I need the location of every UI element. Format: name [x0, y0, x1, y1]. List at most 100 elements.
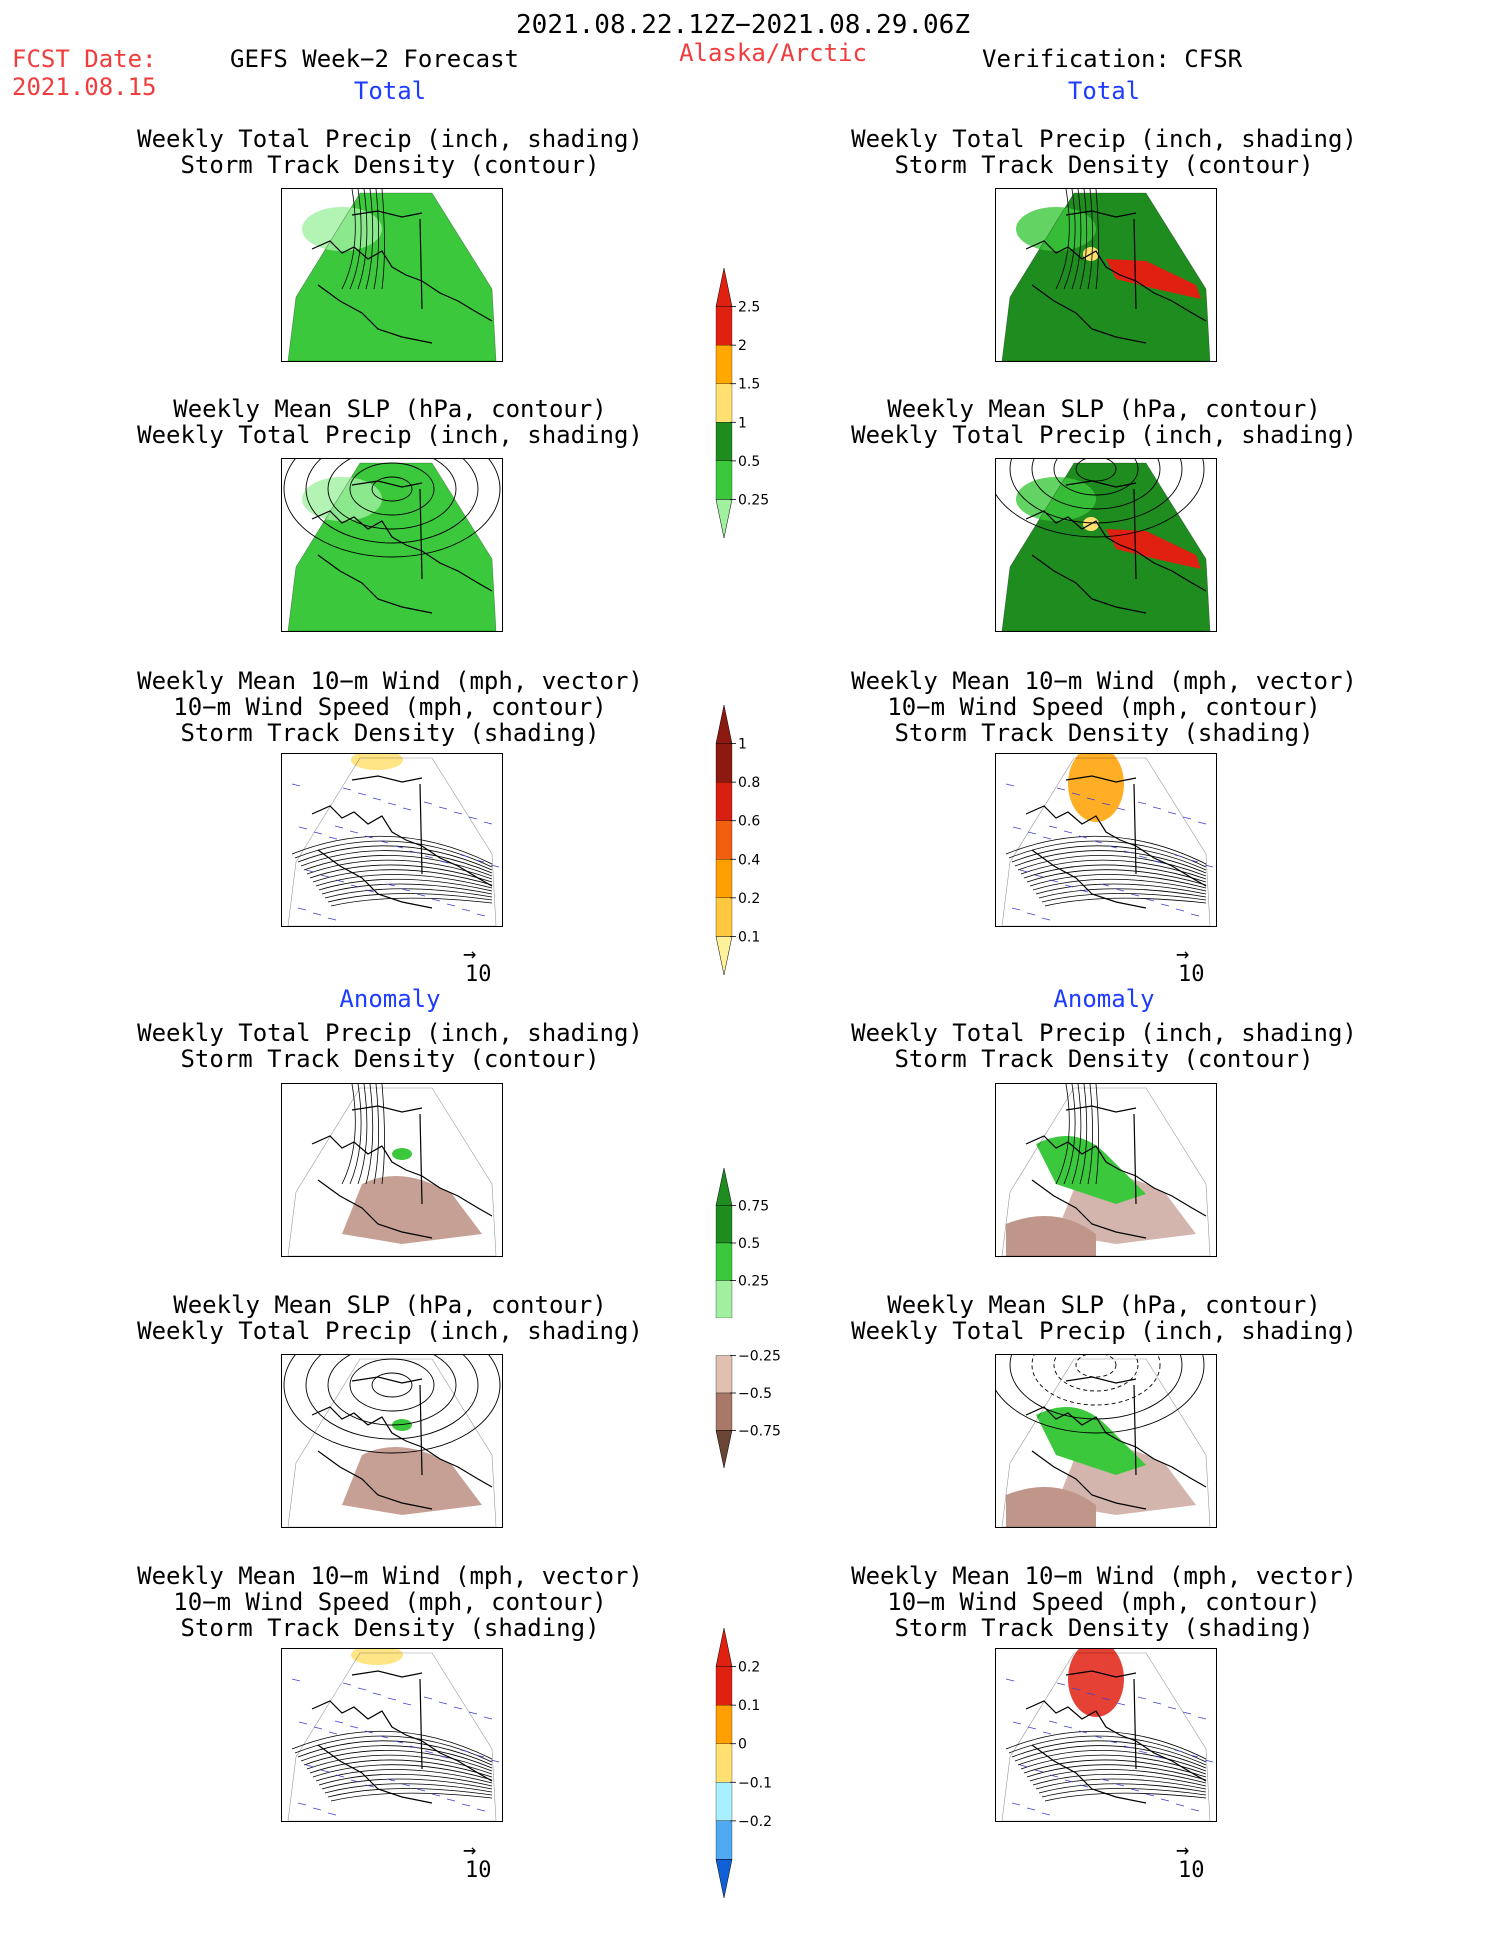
map-panel-r1-c1	[281, 188, 503, 362]
colorbar-precip-anom-tick-5: −0.75	[738, 1424, 781, 1440]
fcst-date-label: FCST Date:	[12, 45, 157, 73]
colorbar-precip-anom-tick-0: 0.75	[738, 1199, 769, 1215]
colorbar-precip-total-tick-5: 0.25	[738, 492, 769, 508]
map-panel-r2-c1	[281, 458, 503, 632]
panel-title-r2-c1-l1: Weekly Mean SLP (hPa, contour)	[173, 395, 607, 423]
map-svg	[287, 1084, 497, 1256]
vector-ref-arrow-4: →	[1176, 1838, 1190, 1863]
panel-title-r3-c1-l3: Storm Track Density (shading)	[180, 719, 600, 747]
panel-title-r6-c2-l1: Weekly Mean 10−m Wind (mph, vector)	[851, 1562, 1357, 1590]
total-label-left: Total	[353, 77, 427, 105]
colorbar-precip-total-tick-2: 1.5	[738, 377, 760, 393]
colorbar-storm-total-tick-0: 1	[738, 737, 747, 753]
colorbar-storm-total-tick-1: 0.8	[738, 775, 760, 791]
colorbar-storm-anom-tick-3: −0.1	[738, 1775, 772, 1791]
colorbar-storm-total-tick-5: 0.1	[738, 929, 760, 945]
vector-ref-value-2: 10	[1178, 962, 1205, 987]
map-panel-r1-c2	[995, 188, 1217, 362]
panel-title-r3-c2-l1: Weekly Mean 10−m Wind (mph, vector)	[851, 667, 1357, 695]
colorbar-storm-total-tick-2: 0.6	[738, 814, 760, 830]
colorbar-storm-total-tick-3: 0.4	[738, 852, 760, 868]
map-svg	[287, 189, 497, 361]
colorbar-storm-anom-tick-4: −0.2	[738, 1814, 772, 1830]
map-svg	[996, 459, 1211, 631]
panel-title-r2-c2-l1: Weekly Mean SLP (hPa, contour)	[887, 395, 1321, 423]
colorbar-precip-anom-tick-4: −0.5	[738, 1386, 772, 1402]
anomaly-label-right: Anomaly	[1053, 985, 1155, 1013]
panel-title-r6-c1-l3: Storm Track Density (shading)	[180, 1614, 600, 1642]
panel-title-r1-c1-l2: Storm Track Density (contour)	[180, 151, 600, 179]
total-label-right: Total	[1067, 77, 1141, 105]
colorbar-precip-total-tick-1: 2	[738, 338, 747, 354]
panel-title-r3-c1-l2: 10−m Wind Speed (mph, contour)	[173, 693, 607, 721]
region-label: Alaska/Arctic	[679, 39, 867, 67]
panel-title-r4-c2-l2: Storm Track Density (contour)	[894, 1045, 1314, 1073]
panel-title-r4-c2-l1: Weekly Total Precip (inch, shading)	[851, 1019, 1357, 1047]
colorbar-precip-anom-svg: 0.75 0.5 0.25 −0.25 −0.5 −0.75	[715, 1167, 781, 1469]
verification-label: Verification: CFSR	[982, 45, 1243, 73]
panel-title-r6-c2-l3: Storm Track Density (shading)	[894, 1614, 1314, 1642]
panel-title-r3-c2-l3: Storm Track Density (shading)	[894, 719, 1314, 747]
panel-title-r5-c2-l2: Weekly Total Precip (inch, shading)	[851, 1317, 1357, 1345]
map-panel-r4-c2	[995, 1083, 1217, 1257]
map-svg	[1001, 189, 1211, 361]
panel-title-r3-c1-l1: Weekly Mean 10−m Wind (mph, vector)	[137, 667, 643, 695]
panel-title-r1-c2-l2: Storm Track Density (contour)	[894, 151, 1314, 179]
colorbar-precip-total: 2.5 2 1.5 1 0.5 0.25	[714, 267, 784, 582]
panel-title-r4-c1-l1: Weekly Total Precip (inch, shading)	[137, 1019, 643, 1047]
colorbar-storm-total-svg: 1 0.8 0.6 0.4 0.2 0.1	[715, 704, 760, 976]
map-svg	[996, 1355, 1211, 1527]
map-panel-r5-c2	[995, 1354, 1217, 1528]
map-svg	[287, 1649, 500, 1821]
fcst-date-value: 2021.08.15	[12, 73, 157, 101]
panel-title-r6-c1-l1: Weekly Mean 10−m Wind (mph, vector)	[137, 1562, 643, 1590]
anomaly-label-left: Anomaly	[339, 985, 441, 1013]
colorbar-storm-anom: 0.2 0.1 0 −0.1 −0.2	[714, 1627, 784, 1942]
map-svg	[287, 754, 500, 926]
colorbar-precip-anom: 0.75 0.5 0.25 −0.25 −0.5 −0.75	[714, 1167, 784, 1512]
panel-title-r5-c2-l1: Weekly Mean SLP (hPa, contour)	[887, 1291, 1321, 1319]
colorbar-precip-total-svg: 2.5 2 1.5 1 0.5 0.25	[715, 267, 769, 539]
panel-title-r5-c1-l1: Weekly Mean SLP (hPa, contour)	[173, 1291, 607, 1319]
colorbar-storm-anom-svg: 0.2 0.1 0 −0.1 −0.2	[715, 1627, 772, 1899]
panel-title-r5-c1-l2: Weekly Total Precip (inch, shading)	[137, 1317, 643, 1345]
map-panel-r2-c2	[995, 458, 1217, 632]
colorbar-precip-anom-tick-2: 0.25	[738, 1274, 769, 1290]
map-panel-r6-c1	[281, 1648, 503, 1822]
vector-ref-value-4: 10	[1178, 1858, 1205, 1883]
vector-ref-arrow-2: →	[1176, 942, 1190, 967]
vector-ref-value-3: 10	[465, 1858, 492, 1883]
panel-title-r6-c2-l2: 10−m Wind Speed (mph, contour)	[887, 1588, 1321, 1616]
vector-ref-value-1: 10	[465, 962, 492, 987]
panel-title-r3-c2-l2: 10−m Wind Speed (mph, contour)	[887, 693, 1321, 721]
colorbar-storm-anom-tick-0: 0.2	[738, 1660, 760, 1676]
forecast-label: GEFS Week−2 Forecast	[230, 45, 519, 73]
colorbar-storm-total-tick-4: 0.2	[738, 891, 760, 907]
vector-ref-arrow-1: →	[463, 942, 477, 967]
map-svg	[283, 1355, 501, 1527]
colorbar-precip-total-tick-3: 1	[738, 415, 747, 431]
map-svg	[1001, 754, 1214, 926]
panel-title-r4-c1-l2: Storm Track Density (contour)	[180, 1045, 600, 1073]
map-panel-r3-c2	[995, 753, 1217, 927]
map-panel-r5-c1	[281, 1354, 503, 1528]
map-panel-r4-c1	[281, 1083, 503, 1257]
colorbar-storm-anom-tick-2: 0	[738, 1737, 747, 1753]
colorbar-precip-anom-tick-1: 0.5	[738, 1236, 760, 1252]
colorbar-precip-anom-tick-3: −0.25	[738, 1349, 781, 1365]
panel-title-r2-c2-l2: Weekly Total Precip (inch, shading)	[851, 421, 1357, 449]
colorbar-storm-total: 1 0.8 0.6 0.4 0.2 0.1	[714, 704, 784, 1019]
map-svg	[1001, 1649, 1214, 1821]
colorbar-precip-total-tick-0: 2.5	[738, 300, 760, 316]
map-svg	[283, 459, 501, 631]
colorbar-storm-anom-tick-1: 0.1	[738, 1698, 760, 1714]
panel-title-r1-c1-l1: Weekly Total Precip (inch, shading)	[137, 125, 643, 153]
panel-title-r1-c2-l1: Weekly Total Precip (inch, shading)	[851, 125, 1357, 153]
panel-title-r6-c1-l2: 10−m Wind Speed (mph, contour)	[173, 1588, 607, 1616]
map-svg	[1001, 1084, 1211, 1256]
vector-ref-arrow-3: →	[463, 1838, 477, 1863]
panel-title-r2-c1-l2: Weekly Total Precip (inch, shading)	[137, 421, 643, 449]
map-panel-r6-c2	[995, 1648, 1217, 1822]
map-panel-r3-c1	[281, 753, 503, 927]
period-title: 2021.08.22.12Z−2021.08.29.06Z	[516, 10, 970, 40]
